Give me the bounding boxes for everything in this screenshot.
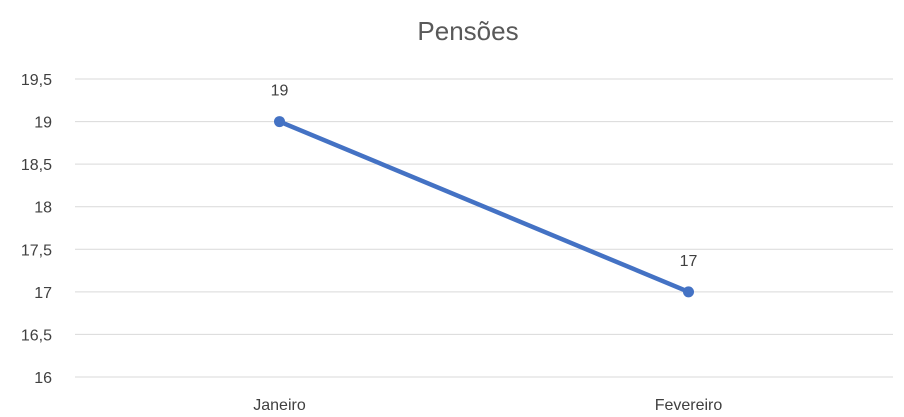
y-axis-tick-labels: 16 16,5 17 17,5 18 18,5 19 19,5 [21,72,52,387]
y-tick-label: 18 [34,200,52,217]
data-label: 19 [271,83,289,100]
series-layer [274,116,694,298]
data-point-marker [274,116,285,128]
y-tick-label: 19,5 [21,72,52,89]
data-label: 17 [680,253,698,270]
chart-title: Pensões [417,16,518,46]
y-tick-label: 17 [34,285,52,302]
x-category-label: Fevereiro [655,397,723,414]
data-point-marker [683,286,694,298]
x-category-label: Janeiro [253,397,306,414]
y-tick-label: 16 [34,370,52,387]
x-axis-category-labels: Janeiro Fevereiro [253,397,722,414]
y-tick-label: 19 [34,115,52,132]
gridlines [75,78,893,378]
y-tick-label: 17,5 [21,242,52,259]
y-tick-label: 18,5 [21,157,52,174]
y-tick-label: 16,5 [21,327,52,344]
series-line [277,119,691,295]
